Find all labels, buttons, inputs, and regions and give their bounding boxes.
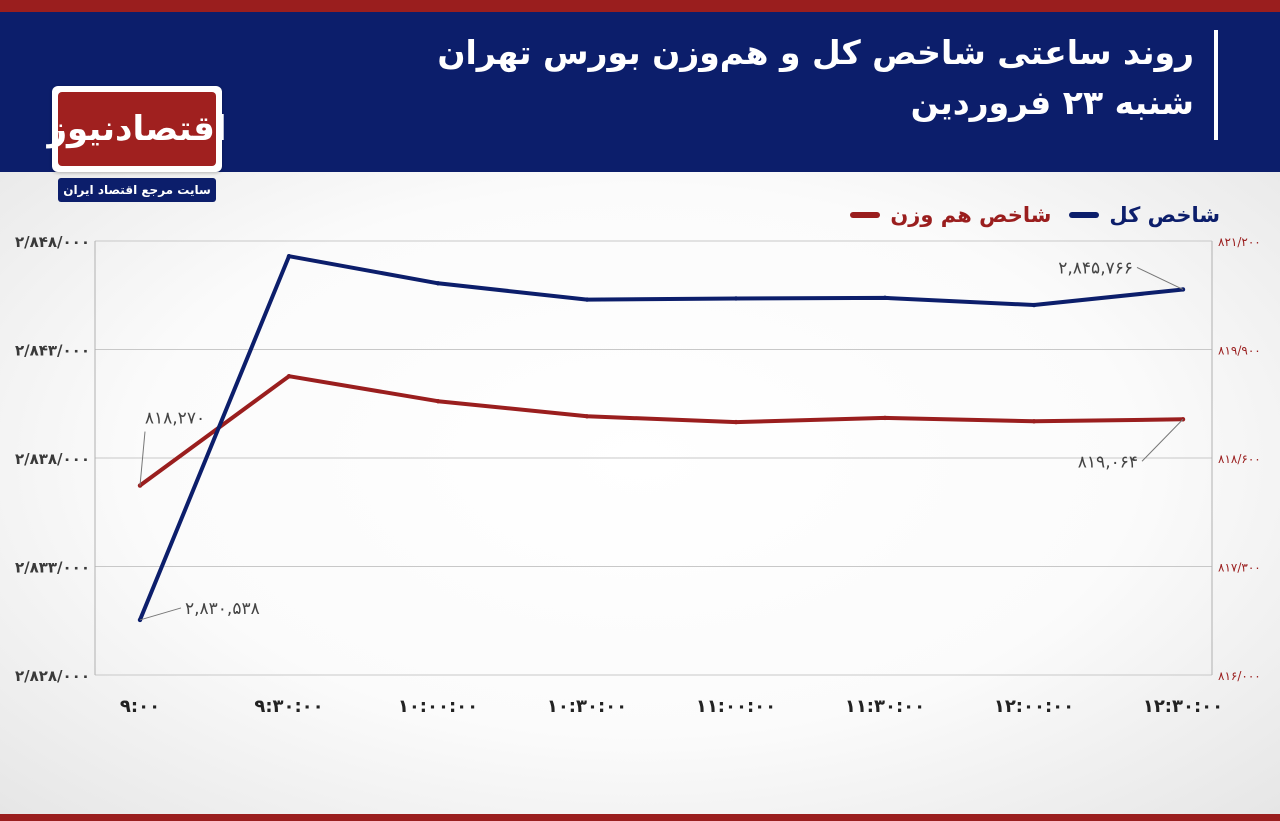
data-point-equal-weight-index xyxy=(584,414,590,419)
legend-swatch-total-index xyxy=(1069,212,1100,218)
data-point-total-index xyxy=(1031,302,1037,308)
chart-background xyxy=(0,172,1280,814)
x-tick-label: ۱۰:۳۰:۰۰ xyxy=(547,696,627,717)
x-tick-label: ۱۱:۰۰:۰۰ xyxy=(696,696,776,717)
y-right-tick-label: ۸۱۹/۹۰۰ xyxy=(1218,344,1261,358)
legend-label-equal-weight-index: شاخص هم وزن xyxy=(890,203,1052,227)
brand-name: اقتصادنیوز xyxy=(47,109,227,149)
brand-logo-badge: اقتصادنیوز xyxy=(47,92,227,166)
y-left-tick-label: ۲/۸۴۸/۰۰۰ xyxy=(15,233,90,251)
legend-label-total-index: شاخص کل xyxy=(1109,203,1220,227)
legend-item-total-index: شاخص کل xyxy=(1069,203,1220,227)
data-point-equal-weight-index xyxy=(286,374,292,379)
annotation-label: ۲,۸۳۰,۵۳۸ xyxy=(185,599,260,619)
x-tick-label: ۹:۰۰ xyxy=(120,696,160,717)
data-point-equal-weight-index xyxy=(435,399,441,404)
y-right-tick-label: ۸۱۷/۳۰۰ xyxy=(1218,561,1261,575)
x-tick-label: ۱۲:۰۰:۰۰ xyxy=(994,696,1074,717)
data-point-equal-weight-index xyxy=(882,415,888,421)
brand-logo: اقتصادنیوز xyxy=(47,86,227,172)
annotation-leader-line xyxy=(1136,267,1184,290)
chart-title-block: روند ساعتی شاخص کل و هم‌وزن بورس تهران ش… xyxy=(437,30,1194,126)
series-line-equal-weight-index xyxy=(138,374,1185,488)
y-left-tick-label: ۲/۸۳۸/۰۰۰ xyxy=(15,450,90,468)
annotation-label: ۲,۸۴۵,۷۶۶ xyxy=(1058,258,1133,278)
annotation-leader-line xyxy=(139,607,182,621)
y-right-tick-label: ۸۱۶/۰۰۰ xyxy=(1218,669,1261,683)
legend-item-equal-weight-index: شاخص هم وزن xyxy=(850,203,1051,227)
top-accent-stripe xyxy=(0,0,1280,12)
annotation-leader-line xyxy=(139,431,146,486)
data-point-total-index xyxy=(584,297,590,302)
brand-tagline: سایت مرجع اقتصاد ایران xyxy=(58,178,216,202)
series-line-total-index xyxy=(138,254,1185,622)
annotation-label: ۸۱۸,۲۷۰ xyxy=(145,409,205,429)
data-point-equal-weight-index xyxy=(733,419,739,425)
y-left-tick-label: ۲/۸۴۳/۰۰۰ xyxy=(15,342,90,360)
chart-title: روند ساعتی شاخص کل و هم‌وزن بورس تهران xyxy=(437,33,1194,72)
annotation-leader-line xyxy=(1141,418,1184,462)
x-tick-label: ۱۲:۳۰:۰۰ xyxy=(1143,696,1223,717)
x-tick-label: ۱۱:۳۰:۰۰ xyxy=(845,696,925,717)
legend-swatch-equal-weight-index xyxy=(850,212,881,218)
y-left-tick-label: ۲/۸۲۸/۰۰۰ xyxy=(15,667,90,685)
bottom-accent-stripe xyxy=(0,814,1280,821)
y-left-tick-label: ۲/۸۳۳/۰۰۰ xyxy=(15,559,90,577)
x-tick-label: ۱۰:۰۰:۰۰ xyxy=(398,696,478,717)
data-point-total-index xyxy=(435,281,441,286)
chart-legend: شاخص کل شاخص هم وزن xyxy=(850,198,1220,232)
data-point-total-index xyxy=(882,295,888,301)
data-point-total-index xyxy=(286,253,292,259)
data-point-total-index xyxy=(733,296,739,301)
data-point-equal-weight-index xyxy=(1031,419,1037,424)
title-divider xyxy=(1214,30,1218,140)
annotation-label: ۸۱۹,۰۶۴ xyxy=(1078,452,1138,472)
y-right-tick-label: ۸۲۱/۲۰۰ xyxy=(1218,235,1261,249)
y-right-tick-label: ۸۱۸/۶۰۰ xyxy=(1218,452,1261,466)
x-tick-label: ۹:۳۰:۰۰ xyxy=(254,696,323,717)
chart-subtitle-date: شنبه ۲۳ فروردین xyxy=(910,83,1194,122)
